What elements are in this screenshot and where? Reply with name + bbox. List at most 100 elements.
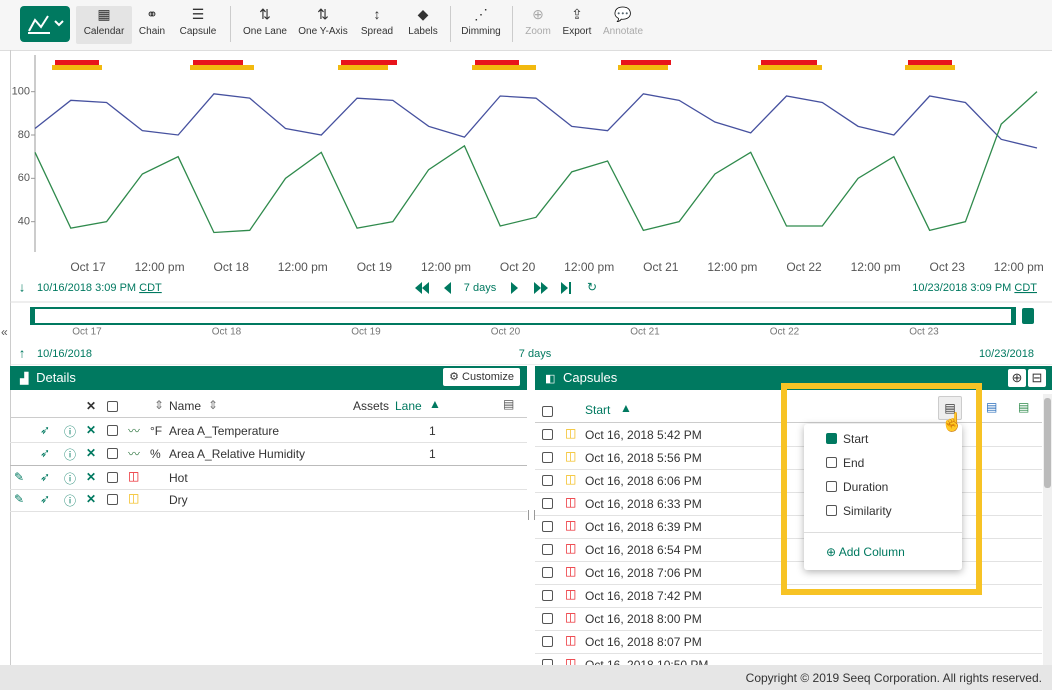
info-icon[interactable]: ⓘ <box>64 448 77 462</box>
add-column-label: Add Column <box>838 545 905 559</box>
menu-option[interactable]: Duration <box>826 480 888 494</box>
toolbar-button[interactable]: ▦ Calendar <box>76 6 132 44</box>
customize-button[interactable]: ⚙ Customize <box>443 368 520 386</box>
col-assets[interactable]: Assets <box>353 399 390 413</box>
end-tz[interactable]: CDT <box>1014 282 1037 294</box>
capsules-header-row: Start ▲ ▤ ▤ <box>535 396 1042 423</box>
scrollbar[interactable] <box>1043 394 1052 665</box>
capsule-start: Oct 16, 2018 5:42 PM <box>585 428 702 442</box>
edit-icon[interactable]: ✎ <box>14 470 25 484</box>
select-box[interactable] <box>542 544 553 555</box>
toolbar-button[interactable]: 💬 Annotate <box>595 6 651 37</box>
col-lane[interactable]: Lane <box>395 399 422 413</box>
select-box[interactable] <box>542 498 553 509</box>
splitter[interactable] <box>528 510 535 520</box>
select-box[interactable] <box>542 521 553 532</box>
toolbar-icon: ⇅ <box>317 6 329 22</box>
locate-icon[interactable]: ➶ <box>40 492 51 506</box>
toolbar-label: Chain <box>138 26 166 37</box>
col-name[interactable]: Name <box>169 399 202 413</box>
toolbar-icon: ⊕ <box>532 6 544 22</box>
toolbar-button[interactable]: ⚭ Chain <box>124 6 180 37</box>
select-box[interactable] <box>542 590 553 601</box>
select-box[interactable] <box>107 448 118 459</box>
locate-icon[interactable]: ➶ <box>40 423 51 437</box>
forward[interactable] <box>511 282 518 294</box>
capsule-row: ◫ Oct 16, 2018 6:06 PM <box>535 469 1042 493</box>
down-arrow[interactable]: ↓ <box>19 279 26 294</box>
capsule-start: Oct 16, 2018 6:33 PM <box>585 497 702 511</box>
nav-duration: 7 days <box>519 348 552 360</box>
sort-icon[interactable]: ⇕ <box>154 398 165 412</box>
menu-option[interactable]: Start <box>826 432 868 446</box>
select-box[interactable] <box>542 452 553 463</box>
capsule-icon: ◫ <box>565 564 577 578</box>
scroll-thumb[interactable] <box>1044 398 1051 488</box>
toolbar-button[interactable]: ⇪ Export <box>549 6 605 37</box>
select-box[interactable] <box>107 425 118 436</box>
add-column-icon[interactable]: ▤ <box>986 400 998 414</box>
navigator-zoom[interactable] <box>1022 308 1034 324</box>
start-tz[interactable]: CDT <box>139 282 162 294</box>
item-icon: ◫ <box>128 469 140 483</box>
edit-icon[interactable]: ✎ <box>14 492 25 506</box>
navigator-handle[interactable] <box>1011 307 1016 325</box>
range-duration[interactable]: 7 days <box>464 282 497 294</box>
remove-icon[interactable]: ✕ <box>86 492 97 506</box>
up-arrow[interactable]: ↑ <box>19 345 26 360</box>
collapse-capsules[interactable]: ⊟ <box>1028 369 1046 387</box>
toolbar-icon: ☰ <box>191 6 205 22</box>
select-box[interactable] <box>542 659 553 665</box>
remove-all[interactable]: ✕ <box>86 399 97 413</box>
add-column-icon[interactable]: ▤ <box>1018 400 1030 414</box>
to-now[interactable] <box>561 282 568 294</box>
toolbar-button[interactable]: ◆ Labels <box>395 6 451 37</box>
toolbar-button[interactable]: ⇅ One Y-Axis <box>295 6 351 37</box>
toolbar-icon: ⚭ <box>146 6 158 22</box>
sort-icon[interactable]: ⇕ <box>208 398 219 412</box>
forward-fast[interactable] <box>534 282 548 294</box>
info-icon[interactable]: ⓘ <box>64 472 77 486</box>
locate-icon[interactable]: ➶ <box>40 470 51 484</box>
info-icon[interactable]: ⓘ <box>64 494 77 508</box>
menu-option[interactable]: Similarity <box>826 504 892 518</box>
select-box[interactable] <box>107 472 118 483</box>
refresh[interactable]: ↻ <box>587 280 597 294</box>
toolbar-button[interactable]: ⊕ Zoom <box>510 6 566 37</box>
toolbar-button[interactable]: ↕ Spread <box>349 6 405 37</box>
locate-icon[interactable]: ➶ <box>40 446 51 460</box>
toolbar-button[interactable]: ⋰ Dimming <box>453 6 509 37</box>
navigator-handle[interactable] <box>30 307 35 325</box>
capsule-start: Oct 16, 2018 7:06 PM <box>585 566 702 580</box>
select-box[interactable] <box>542 475 553 486</box>
zoom-capsules[interactable]: ⊕ <box>1008 369 1026 387</box>
select-box[interactable] <box>542 567 553 578</box>
item-name: Dry <box>169 493 188 507</box>
add-column[interactable]: ⊕ Add Column <box>826 545 905 559</box>
select-all[interactable] <box>542 406 553 417</box>
toolbar-button[interactable]: ☰ Capsule <box>170 6 226 37</box>
remove-icon[interactable]: ✕ <box>86 446 97 460</box>
view-switcher[interactable] <box>20 6 70 42</box>
select-box[interactable] <box>107 494 118 505</box>
capsule-icon: ◫ <box>565 518 577 532</box>
info-icon[interactable]: ⓘ <box>64 425 77 439</box>
capsule-icon: ◫ <box>565 472 577 486</box>
columns-icon[interactable]: ▤ <box>503 397 515 411</box>
back-fast[interactable] <box>415 282 429 294</box>
select-all[interactable] <box>107 401 118 412</box>
toolbar-button[interactable]: ⇅ One Lane <box>237 6 293 37</box>
collapse-arrow[interactable]: « <box>1 325 8 339</box>
menu-option[interactable]: End <box>826 456 864 470</box>
remove-icon[interactable]: ✕ <box>86 470 97 484</box>
capsules-icon: ◧ <box>545 373 556 385</box>
col-start[interactable]: Start <box>585 403 611 417</box>
select-box[interactable] <box>542 636 553 647</box>
column-button[interactable]: ▤ <box>938 396 962 420</box>
item-icon: ◫ <box>128 491 140 505</box>
remove-icon[interactable]: ✕ <box>86 423 97 437</box>
select-box[interactable] <box>542 613 553 624</box>
navigator-window[interactable] <box>32 307 1014 325</box>
back[interactable] <box>444 282 451 294</box>
select-box[interactable] <box>542 429 553 440</box>
